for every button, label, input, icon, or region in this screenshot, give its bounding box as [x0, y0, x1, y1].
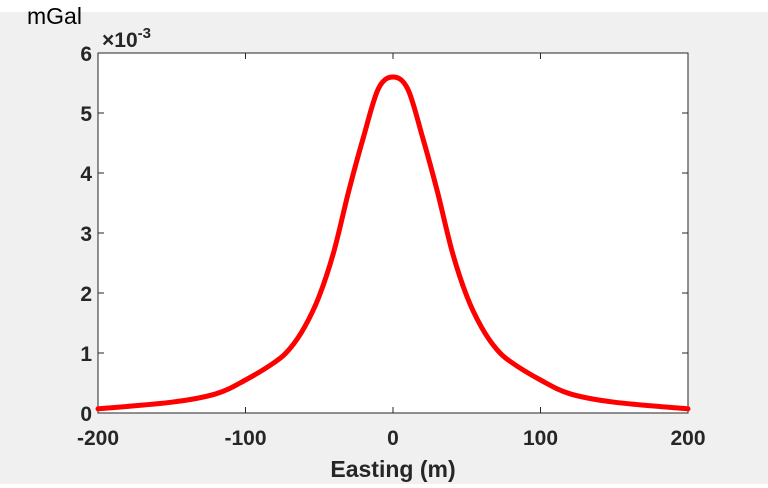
y-tick-label: 5: [80, 103, 92, 126]
y-tick-label: 1: [80, 343, 92, 366]
y-multiplier: ×10-3: [102, 25, 151, 52]
x-tick-label: -100: [224, 427, 266, 450]
y-tick-label: 0: [80, 403, 92, 426]
y-multiplier-exponent: -3: [138, 25, 151, 42]
y-unit-label: mGal: [27, 3, 82, 29]
y-tick-label: 6: [80, 43, 92, 66]
plot-area: [97, 52, 689, 414]
y-tick-label: 2: [80, 283, 92, 306]
x-tick-label: 100: [523, 427, 558, 450]
series-line: [95, 74, 691, 412]
x-tick-label: -200: [77, 427, 119, 450]
x-axis-label: Easting (m): [330, 456, 455, 482]
y-multiplier-base: ×10: [102, 29, 138, 52]
x-tick-label: 200: [670, 427, 705, 450]
y-tick-label: 4: [80, 163, 92, 186]
x-tick-label: 0: [387, 427, 399, 450]
y-tick-label: 3: [80, 223, 92, 246]
